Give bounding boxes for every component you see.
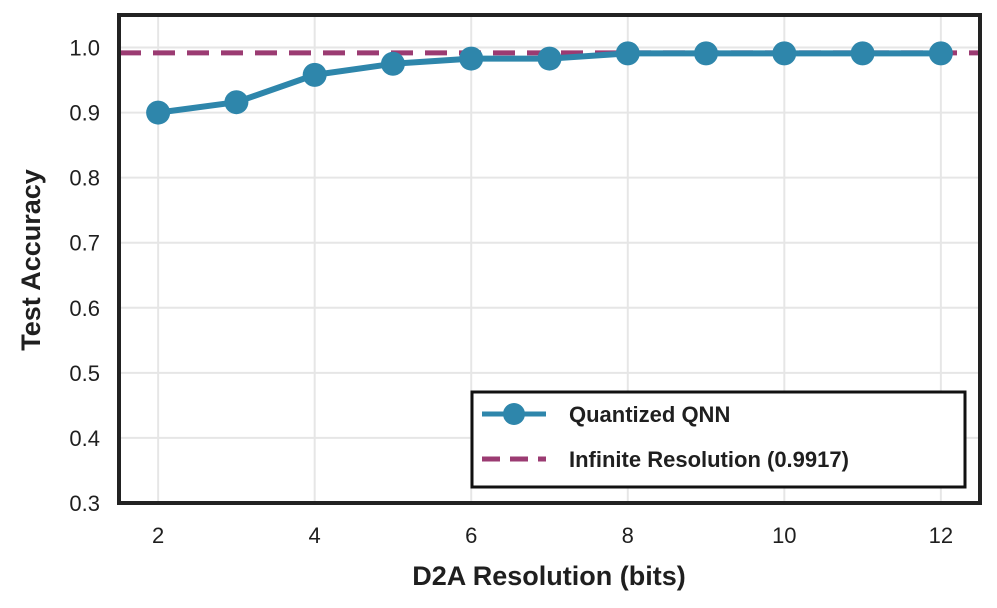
x-tick-label: 10 <box>772 523 796 548</box>
x-axis-ticks: 2 4 6 8 10 12 <box>152 523 953 548</box>
y-tick-label: 0.9 <box>69 101 100 126</box>
data-point <box>146 100 171 125</box>
legend-label-quantized: Quantized QNN <box>569 402 730 427</box>
data-point <box>615 41 640 66</box>
y-tick-label: 0.3 <box>69 491 100 516</box>
legend: Quantized QNN Infinite Resolution (0.991… <box>470 390 967 489</box>
x-tick-label: 12 <box>929 523 953 548</box>
data-point <box>459 46 484 71</box>
data-point <box>302 62 327 87</box>
data-point <box>694 41 719 66</box>
y-tick-label: 0.5 <box>69 361 100 386</box>
data-point <box>224 90 249 115</box>
y-tick-label: 0.6 <box>69 296 100 321</box>
data-point <box>537 46 562 71</box>
legend-marker-quantized <box>503 403 525 425</box>
y-axis-ticks: 0.3 0.4 0.5 0.6 0.7 0.8 0.9 1.0 <box>69 36 100 516</box>
y-tick-label: 1.0 <box>69 36 100 61</box>
legend-box <box>470 390 967 489</box>
y-axis-title: Test Accuracy <box>16 169 46 351</box>
y-tick-label: 0.8 <box>69 166 100 191</box>
x-axis-title: D2A Resolution (bits) <box>412 561 686 591</box>
data-point <box>928 41 953 66</box>
series-group <box>146 41 953 125</box>
x-tick-label: 2 <box>152 523 164 548</box>
data-point <box>380 51 405 76</box>
data-point <box>772 41 797 66</box>
y-tick-label: 0.7 <box>69 231 100 256</box>
x-tick-label: 4 <box>309 523 321 548</box>
data-point <box>850 41 875 66</box>
x-tick-label: 8 <box>622 523 634 548</box>
legend-label-infinite: Infinite Resolution (0.9917) <box>569 447 849 472</box>
x-tick-label: 6 <box>465 523 477 548</box>
y-tick-label: 0.4 <box>69 426 100 451</box>
plot-frame <box>117 13 982 505</box>
